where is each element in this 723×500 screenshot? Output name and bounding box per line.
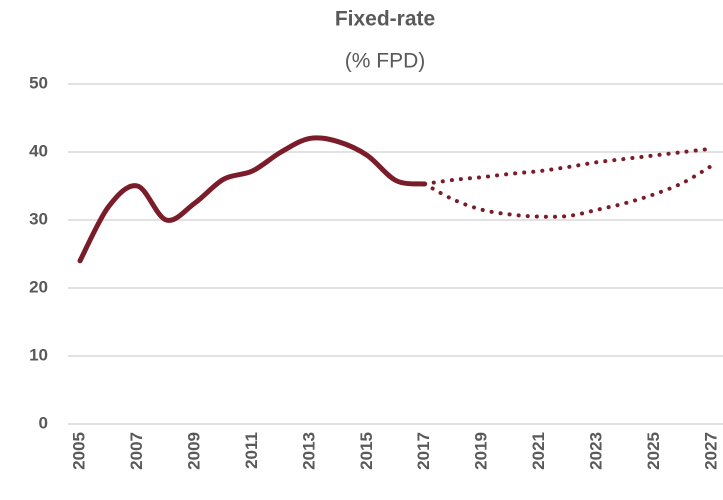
x-tick-label: 2007	[127, 432, 146, 470]
x-tick-label: 2025	[644, 432, 663, 470]
x-tick-label: 2013	[299, 432, 318, 470]
y-tick-label: 40	[29, 141, 48, 160]
x-tick-label: 2011	[242, 432, 261, 469]
x-tick-label: 2009	[184, 432, 203, 470]
x-tick-label: 2015	[357, 432, 376, 470]
x-tick-label: 2021	[529, 432, 548, 470]
series-line	[77, 135, 428, 264]
x-tick-label: 2027	[701, 432, 720, 470]
y-tick-label: 0	[39, 413, 48, 432]
chart-subtitle: (% FPD)	[345, 50, 426, 73]
y-tick-label: 50	[29, 73, 48, 92]
x-tick-label: 2017	[414, 432, 433, 470]
y-tick-label: 20	[29, 277, 48, 296]
series-line	[422, 146, 714, 186]
y-tick-label: 30	[29, 209, 48, 228]
y-tick-label: 10	[29, 345, 48, 364]
x-tick-label: 2023	[587, 432, 606, 470]
x-tick-label: 2019	[472, 432, 491, 470]
chart-title: Fixed-rate	[335, 8, 435, 31]
x-tick-label: 2005	[69, 432, 88, 470]
series-line	[422, 163, 714, 219]
